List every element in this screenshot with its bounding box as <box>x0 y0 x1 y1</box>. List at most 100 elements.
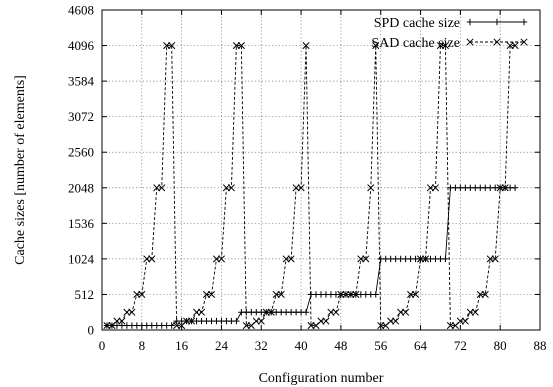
cross-marker <box>362 255 370 263</box>
x-tick-label: 24 <box>215 338 229 353</box>
x-tick-label: 32 <box>255 338 268 353</box>
cross-marker <box>481 290 489 298</box>
cross-marker <box>217 255 226 263</box>
cross-marker <box>486 255 494 263</box>
legend-label-sad: SAD cache size <box>371 36 460 51</box>
cross-marker <box>337 290 345 298</box>
cross-marker <box>183 317 191 325</box>
cross-marker <box>317 317 325 325</box>
y-tick-label: 512 <box>75 287 95 302</box>
cross-marker <box>143 255 151 263</box>
plus-marker <box>168 322 175 329</box>
cross-marker <box>491 255 499 263</box>
cross-marker <box>456 317 464 325</box>
cross-marker <box>163 42 171 50</box>
cross-marker <box>168 42 176 50</box>
y-tick-label: 0 <box>88 323 95 338</box>
plus-marker <box>233 317 240 325</box>
cross-marker <box>252 317 260 325</box>
plot-frame <box>101 9 541 331</box>
plus-marker <box>493 18 501 26</box>
cross-marker <box>272 290 280 298</box>
x-tick-label: 40 <box>295 338 308 353</box>
cross-marker <box>237 42 245 50</box>
ticks: 0 8 16 24 32 40 48 56 64 72 80 88 0 512 1024 1536 2048 25… <box>68 3 547 354</box>
plus-marker <box>511 184 519 191</box>
cross-marker <box>496 184 504 192</box>
cross-marker <box>476 290 484 298</box>
cross-marker <box>118 317 126 325</box>
x-tick-label: 16 <box>175 338 189 353</box>
cross-marker <box>292 184 300 192</box>
cross-marker <box>202 290 211 298</box>
cross-marker <box>347 290 355 298</box>
plus-marker <box>372 291 379 298</box>
cross-marker <box>332 308 340 316</box>
cross-marker <box>407 290 415 298</box>
cross-marker <box>267 308 275 316</box>
cross-marker <box>222 184 230 192</box>
cross-marker <box>297 184 305 192</box>
cross-marker <box>227 184 235 192</box>
y-axis-label: Cache sizes [number of elements] <box>13 75 28 265</box>
cross-marker <box>357 255 365 263</box>
cross-marker <box>493 38 501 46</box>
y-tick-label: 3072 <box>68 109 94 124</box>
cross-marker <box>416 255 425 263</box>
cross-marker <box>466 38 474 46</box>
cross-marker <box>471 308 479 316</box>
y-tick-label: 2048 <box>68 180 94 195</box>
plus-marker <box>442 255 449 263</box>
x-tick-label: 48 <box>334 338 347 353</box>
cross-marker <box>387 317 395 325</box>
cross-marker <box>461 317 469 325</box>
x-tick-label: 72 <box>454 338 467 353</box>
plus-marker <box>520 18 528 26</box>
cross-marker <box>212 255 221 263</box>
cross-marker <box>441 42 449 50</box>
cross-marker <box>392 317 400 325</box>
cross-marker <box>148 255 156 263</box>
series-0 <box>103 184 519 329</box>
grid <box>102 10 540 330</box>
cross-marker <box>158 184 166 192</box>
cross-marker <box>188 317 196 325</box>
cross-marker <box>466 308 474 316</box>
plus-marker <box>466 18 474 26</box>
cross-marker <box>257 317 265 325</box>
cross-marker <box>173 322 181 330</box>
y-tick-label: 4608 <box>68 3 94 18</box>
x-tick-label: 0 <box>99 338 106 353</box>
cross-marker <box>436 42 445 50</box>
y-tick-label: 1024 <box>68 251 95 266</box>
cross-marker <box>520 38 528 46</box>
cross-marker <box>426 184 435 192</box>
cross-marker <box>372 42 380 50</box>
cross-marker <box>446 322 454 330</box>
cross-marker <box>138 290 146 298</box>
x-tick-label: 56 <box>374 338 388 353</box>
cross-marker <box>412 290 420 298</box>
cross-marker <box>193 308 201 316</box>
cross-marker <box>277 290 285 298</box>
cross-marker <box>302 42 310 50</box>
cross-marker <box>421 255 430 263</box>
x-tick-label: 88 <box>534 338 547 353</box>
x-tick-label: 8 <box>139 338 146 353</box>
cross-marker <box>242 322 250 330</box>
cross-marker <box>113 317 121 325</box>
cross-marker <box>342 290 350 298</box>
legend: SPD cache size SAD cache size <box>371 16 528 51</box>
cross-marker <box>123 308 131 316</box>
cross-marker <box>287 255 295 263</box>
y-tick-label: 2560 <box>68 145 94 160</box>
cross-marker <box>262 308 270 316</box>
cross-marker <box>431 184 440 192</box>
cross-marker <box>197 308 206 316</box>
cross-marker <box>506 42 514 50</box>
x-tick-label: 80 <box>494 338 507 353</box>
cross-marker <box>307 322 315 330</box>
legend-label-spd: SPD cache size <box>374 16 460 31</box>
plus-marker <box>302 309 310 316</box>
cross-marker <box>367 184 375 192</box>
